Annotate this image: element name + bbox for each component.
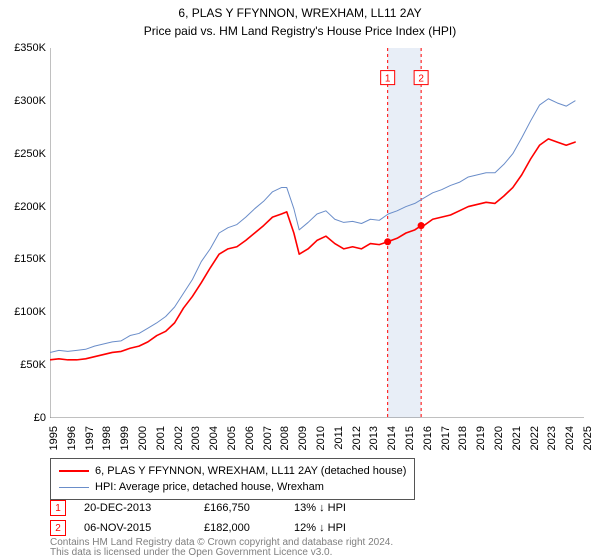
x-tick-label: 2017 xyxy=(440,426,452,450)
table-row: 2 06-NOV-2015£182,00012% ↓ HPI xyxy=(50,518,384,538)
y-tick-label: £200K xyxy=(14,201,46,213)
x-tick-label: 2007 xyxy=(262,426,274,450)
legend-swatch xyxy=(59,470,89,472)
x-tick-label: 2021 xyxy=(511,426,523,450)
x-tick-label: 1997 xyxy=(84,426,96,450)
y-tick-label: £100K xyxy=(14,306,46,318)
sale-date: 20-DEC-2013 xyxy=(84,502,204,514)
x-tick-label: 2014 xyxy=(386,426,398,450)
x-tick-label: 2023 xyxy=(546,426,558,450)
x-tick-label: 2022 xyxy=(529,426,541,450)
x-tick-label: 2006 xyxy=(244,426,256,450)
sale-vs-hpi: 13% ↓ HPI xyxy=(294,502,384,514)
sale-marker-dot xyxy=(418,222,425,229)
legend-row: HPI: Average price, detached house, Wrex… xyxy=(59,479,406,495)
x-tick-label: 1995 xyxy=(48,426,60,450)
sale-marker-number: 2 xyxy=(418,74,424,85)
x-tick-label: 2015 xyxy=(404,426,416,450)
chart-container: 6, PLAS Y FFYNNON, WREXHAM, LL11 2AY Pri… xyxy=(0,0,600,560)
x-tick-label: 2024 xyxy=(564,426,576,450)
sale-date: 06-NOV-2015 xyxy=(84,522,204,534)
x-tick-label: 2001 xyxy=(155,426,167,450)
sale-marker-dot xyxy=(384,238,391,245)
table-row: 1 20-DEC-2013£166,75013% ↓ HPI xyxy=(50,498,384,518)
y-tick-label: £0 xyxy=(34,412,46,424)
legend-label: HPI: Average price, detached house, Wrex… xyxy=(95,479,324,495)
legend-row: 6, PLAS Y FFYNNON, WREXHAM, LL11 2AY (de… xyxy=(59,463,406,479)
sale-price: £166,750 xyxy=(204,502,294,514)
sale-marker-number: 1 xyxy=(385,74,391,85)
x-tick-label: 1996 xyxy=(66,426,78,450)
sale-number-box: 1 xyxy=(50,500,66,516)
x-tick-label: 2003 xyxy=(190,426,202,450)
x-tick-label: 2013 xyxy=(368,426,380,450)
sale-number-box: 2 xyxy=(50,520,66,536)
x-tick-label: 2025 xyxy=(582,426,594,450)
x-axis: 1995 1996 1997 1998 1999 2000 2001 2002 2003 2004… xyxy=(50,420,584,460)
y-tick-label: £50K xyxy=(20,359,46,371)
sale-vs-hpi: 12% ↓ HPI xyxy=(294,522,384,534)
x-tick-label: 1999 xyxy=(119,426,131,450)
chart-title-address: 6, PLAS Y FFYNNON, WREXHAM, LL11 2AY xyxy=(0,6,600,20)
legend-swatch xyxy=(59,487,89,488)
y-tick-label: £250K xyxy=(14,148,46,160)
x-tick-label: 2019 xyxy=(475,426,487,450)
x-tick-label: 2016 xyxy=(422,426,434,450)
y-tick-label: £150K xyxy=(14,253,46,265)
highlight-band xyxy=(388,48,421,418)
sale-markers-table: 1 20-DEC-2013£166,75013% ↓ HPI 2 06-NOV-201… xyxy=(50,498,384,538)
x-tick-label: 2005 xyxy=(226,426,238,450)
x-tick-label: 2004 xyxy=(208,426,220,450)
legend-label: 6, PLAS Y FFYNNON, WREXHAM, LL11 2AY (de… xyxy=(95,463,406,479)
x-tick-label: 2008 xyxy=(279,426,291,450)
legend: 6, PLAS Y FFYNNON, WREXHAM, LL11 2AY (de… xyxy=(50,458,415,500)
y-tick-label: £300K xyxy=(14,95,46,107)
x-tick-label: 2011 xyxy=(333,426,345,450)
x-tick-label: 2000 xyxy=(137,426,149,450)
footer-attribution: Contains HM Land Registry data © Crown c… xyxy=(50,538,393,558)
footer-line-2: This data is licensed under the Open Gov… xyxy=(50,548,393,558)
x-tick-label: 2018 xyxy=(457,426,469,450)
x-tick-label: 1998 xyxy=(101,426,113,450)
chart-title-subtitle: Price paid vs. HM Land Registry's House … xyxy=(0,24,600,38)
y-axis: £0£50K£100K£150K£200K£250K£300K£350K xyxy=(4,48,48,418)
sale-price: £182,000 xyxy=(204,522,294,534)
x-tick-label: 2009 xyxy=(297,426,309,450)
chart-svg: 12 xyxy=(50,48,584,418)
x-tick-label: 2020 xyxy=(493,426,505,450)
x-tick-label: 2012 xyxy=(351,426,363,450)
x-tick-label: 2010 xyxy=(315,426,327,450)
title-block: 6, PLAS Y FFYNNON, WREXHAM, LL11 2AY Pri… xyxy=(0,6,600,38)
series-hpi xyxy=(50,99,575,353)
x-tick-label: 2002 xyxy=(173,426,185,450)
y-tick-label: £350K xyxy=(14,42,46,54)
plot-area: 12 xyxy=(50,48,584,418)
